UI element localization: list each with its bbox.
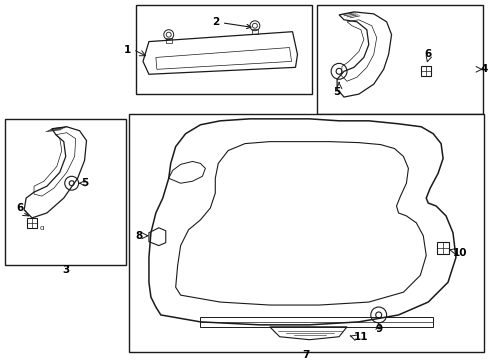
Text: 8: 8 bbox=[135, 231, 143, 241]
Bar bbox=[200, 317, 433, 327]
Bar bbox=[252, 29, 258, 34]
Text: 5: 5 bbox=[334, 87, 341, 97]
Text: 6: 6 bbox=[17, 203, 24, 213]
Text: 6: 6 bbox=[425, 49, 432, 59]
Text: 7: 7 bbox=[303, 350, 310, 360]
Bar bbox=[129, 114, 484, 352]
Text: 3: 3 bbox=[62, 265, 70, 275]
Bar bbox=[5, 119, 126, 265]
Bar bbox=[166, 38, 171, 42]
Text: 2: 2 bbox=[212, 17, 251, 28]
Bar bbox=[318, 5, 483, 114]
Text: 10: 10 bbox=[453, 248, 467, 257]
Bar bbox=[421, 66, 431, 76]
Text: 9: 9 bbox=[375, 324, 382, 334]
Text: ɑ: ɑ bbox=[40, 225, 45, 231]
Text: 1: 1 bbox=[124, 45, 131, 54]
Bar bbox=[136, 5, 312, 94]
Bar bbox=[437, 242, 449, 253]
Bar bbox=[27, 218, 37, 228]
Text: 11: 11 bbox=[354, 332, 368, 342]
Text: 5: 5 bbox=[82, 178, 89, 188]
Text: 4: 4 bbox=[480, 64, 488, 74]
